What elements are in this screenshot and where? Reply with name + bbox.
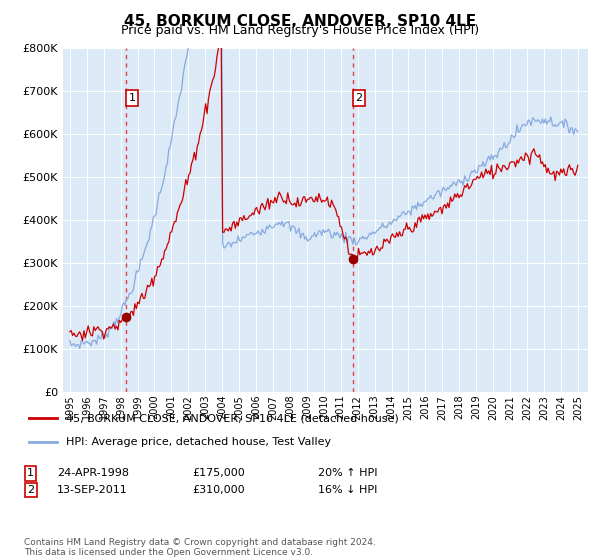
Text: 1: 1 (128, 93, 136, 103)
Text: 2: 2 (27, 485, 34, 495)
Text: 2: 2 (355, 93, 362, 103)
Text: £310,000: £310,000 (192, 485, 245, 495)
Text: Contains HM Land Registry data © Crown copyright and database right 2024.
This d: Contains HM Land Registry data © Crown c… (24, 538, 376, 557)
Text: 45, BORKUM CLOSE, ANDOVER, SP10 4LE: 45, BORKUM CLOSE, ANDOVER, SP10 4LE (124, 14, 476, 29)
Text: 16% ↓ HPI: 16% ↓ HPI (318, 485, 377, 495)
Text: 24-APR-1998: 24-APR-1998 (57, 468, 129, 478)
Text: 1: 1 (27, 468, 34, 478)
Text: HPI: Average price, detached house, Test Valley: HPI: Average price, detached house, Test… (66, 436, 331, 446)
Text: 45, BORKUM CLOSE, ANDOVER, SP10 4LE (detached house): 45, BORKUM CLOSE, ANDOVER, SP10 4LE (det… (66, 413, 399, 423)
Text: £175,000: £175,000 (192, 468, 245, 478)
Text: 20% ↑ HPI: 20% ↑ HPI (318, 468, 377, 478)
Text: 13-SEP-2011: 13-SEP-2011 (57, 485, 128, 495)
Text: Price paid vs. HM Land Registry's House Price Index (HPI): Price paid vs. HM Land Registry's House … (121, 24, 479, 37)
